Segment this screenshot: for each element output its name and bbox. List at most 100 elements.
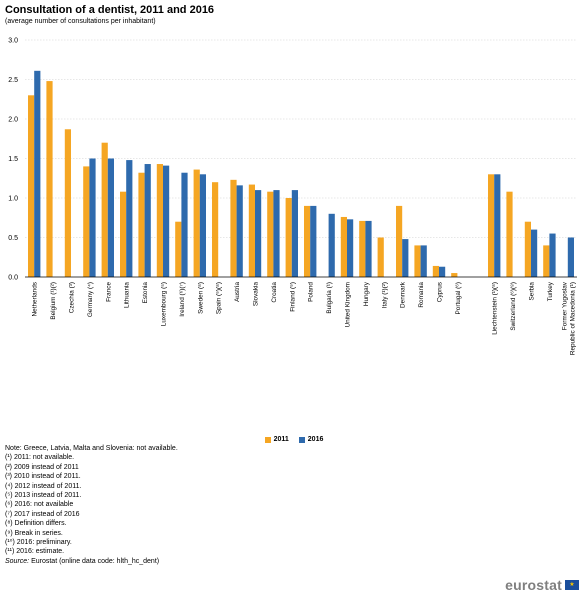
x-tick-label: Cyprus <box>437 282 444 302</box>
bar-2016 <box>365 220 372 277</box>
note-line: (³) 2010 instead of 2011. <box>5 473 81 481</box>
x-tick-label: Poland <box>308 282 315 302</box>
y-tick-label: 2.0 <box>8 117 18 124</box>
bar-2011 <box>304 205 311 277</box>
note-line: (⁷) 2017 instead of 2016 <box>5 510 80 518</box>
bar-2011 <box>64 129 71 277</box>
star-icon: ★ <box>569 582 575 588</box>
chart-subtitle: (average number of consultations per inh… <box>5 18 156 25</box>
bar-2016 <box>567 237 574 277</box>
note-line: (¹) 2011: not available. <box>5 454 75 462</box>
bar-2011 <box>248 184 255 277</box>
bar-2016 <box>34 70 41 277</box>
legend-item-2011: 2011 <box>264 436 289 443</box>
x-tick-label: Turkey <box>547 281 554 301</box>
footnotes: Note: Greece, Latvia, Malta and Slovenia… <box>5 444 178 566</box>
x-tick-label: Belgium (¹)(²) <box>50 282 57 320</box>
bar-2016 <box>273 190 280 277</box>
x-tick-label: Switzerland (⁶)(⁸) <box>510 282 517 331</box>
bar-2011 <box>156 164 163 277</box>
eu-flag-icon: ★ <box>565 580 579 590</box>
bar-2016 <box>439 266 446 277</box>
x-tick-label: Italy (¹)(²) <box>381 282 388 308</box>
x-tick-label: Germany (⁴) <box>87 282 94 317</box>
x-tick-label: Croatia <box>271 282 278 303</box>
bar-2011 <box>377 237 384 277</box>
bar-2016 <box>144 164 151 277</box>
bar-2011 <box>506 191 513 277</box>
x-tick-label: Romania <box>418 282 425 308</box>
legend-label-2016: 2016 <box>307 436 324 443</box>
source-label: Source: <box>5 557 30 565</box>
x-tick-label: Liechtenstein (¹)(⁸) <box>492 282 499 335</box>
bar-2011 <box>267 191 274 277</box>
x-tick-label: Portugal (⁶) <box>455 282 462 314</box>
x-tick-label: Ireland (⁶)(⁷) <box>179 282 186 317</box>
note-line: (⁹) Break in series. <box>5 529 63 537</box>
bar-2011 <box>193 169 200 277</box>
x-tick-label: Hungary <box>363 281 370 306</box>
x-tick-label: Finland (⁹) <box>289 282 296 312</box>
x-tick-label: Czechia (³) <box>69 282 76 313</box>
bar-2016 <box>236 185 243 277</box>
bar-2016 <box>89 158 96 277</box>
y-tick-label: 2.5 <box>8 77 18 84</box>
bar-2011 <box>359 220 366 277</box>
x-tick-label: Republic of Macedonia (¹) <box>569 282 576 355</box>
y-tick-label: 0.0 <box>8 275 18 282</box>
bar-2016 <box>255 190 262 277</box>
x-tick-label: Netherlands <box>32 282 39 316</box>
chart-title: Consultation of a dentist, 2011 and 2016 <box>5 4 215 16</box>
x-tick-label: Sweden (⁸) <box>197 282 204 314</box>
x-tick-label: Austria <box>234 282 241 302</box>
bar-2011 <box>524 221 531 277</box>
bar-2016 <box>328 213 335 277</box>
bar-2011 <box>101 142 108 277</box>
bar-2016 <box>126 160 133 277</box>
bar-2016 <box>107 158 114 277</box>
source-line: Source: Eurostat (online data code: hlth… <box>5 557 178 566</box>
x-tick-label: France <box>105 282 112 302</box>
legend-label-2011: 2011 <box>273 436 289 443</box>
bar-2011 <box>432 265 439 277</box>
legend: 2011 2016 <box>0 436 588 445</box>
bar-2016 <box>420 245 427 277</box>
bar-2011 <box>488 174 495 277</box>
bar-2011 <box>175 221 182 277</box>
note-line: (⁶) 2016: not available <box>5 501 74 509</box>
bar-chart: 0.0 0.5 1.0 1.5 2.0 2.5 3.0 Netherlands Belgium … <box>8 38 577 355</box>
x-tick-label: Spain (⁹)(⁸) <box>216 282 223 314</box>
logo-text: eurostat <box>505 577 562 593</box>
bar-2016 <box>531 229 538 277</box>
bar-2011 <box>414 245 421 277</box>
bar-2011 <box>212 182 219 277</box>
bar-2011 <box>543 245 550 277</box>
x-tick-label: Former Yugoslav <box>561 281 568 330</box>
bar-2016 <box>163 165 170 277</box>
x-tick-label: Serbia <box>529 282 536 301</box>
bar-2011 <box>138 172 145 277</box>
x-tick-label: Estonia <box>142 282 149 304</box>
x-tick-label: Luxembourg (⁵) <box>161 282 168 326</box>
legend-swatch-2011 <box>264 436 271 443</box>
y-tick-label: 0.5 <box>8 235 18 242</box>
bar-2016 <box>199 174 206 277</box>
bar-2011 <box>46 81 53 277</box>
x-tick-label: United Kingdom <box>345 282 352 327</box>
x-tick-label: Denmark <box>400 281 407 308</box>
bar-2016 <box>347 219 354 277</box>
x-tick-label: Bulgaria (¹) <box>326 282 333 314</box>
legend-swatch-2016 <box>298 436 305 443</box>
bar-2011 <box>340 216 347 277</box>
bar-2011 <box>28 95 35 277</box>
source-text: Eurostat (online data code: hlth_hc_dent… <box>29 557 160 565</box>
y-tick-label: 3.0 <box>8 38 18 45</box>
y-tick-label: 1.0 <box>8 196 18 203</box>
y-tick-label: 1.5 <box>8 156 18 163</box>
note-line: (²) 2009 instead of 2011 <box>5 463 79 471</box>
bar-2016 <box>181 172 188 277</box>
bar-2011 <box>120 191 127 277</box>
note-line: (⁵) 2013 instead of 2011. <box>5 492 82 500</box>
bar-2016 <box>549 233 556 277</box>
bar-2011 <box>83 166 90 277</box>
